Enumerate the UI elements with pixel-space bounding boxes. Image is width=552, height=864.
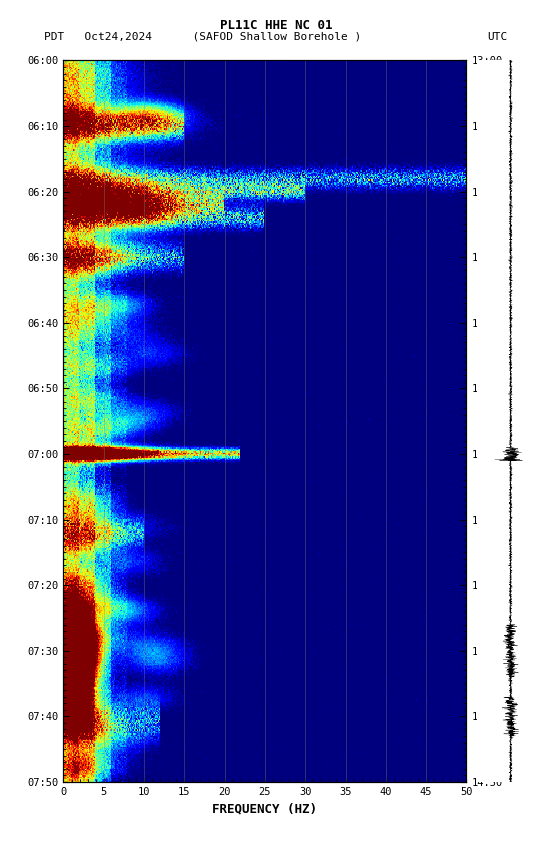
Text: PL11C HHE NC 01: PL11C HHE NC 01 [220,19,332,32]
Text: UTC: UTC [487,32,508,42]
X-axis label: FREQUENCY (HZ): FREQUENCY (HZ) [213,803,317,816]
Text: PDT   Oct24,2024      (SAFOD Shallow Borehole ): PDT Oct24,2024 (SAFOD Shallow Borehole ) [44,32,362,42]
